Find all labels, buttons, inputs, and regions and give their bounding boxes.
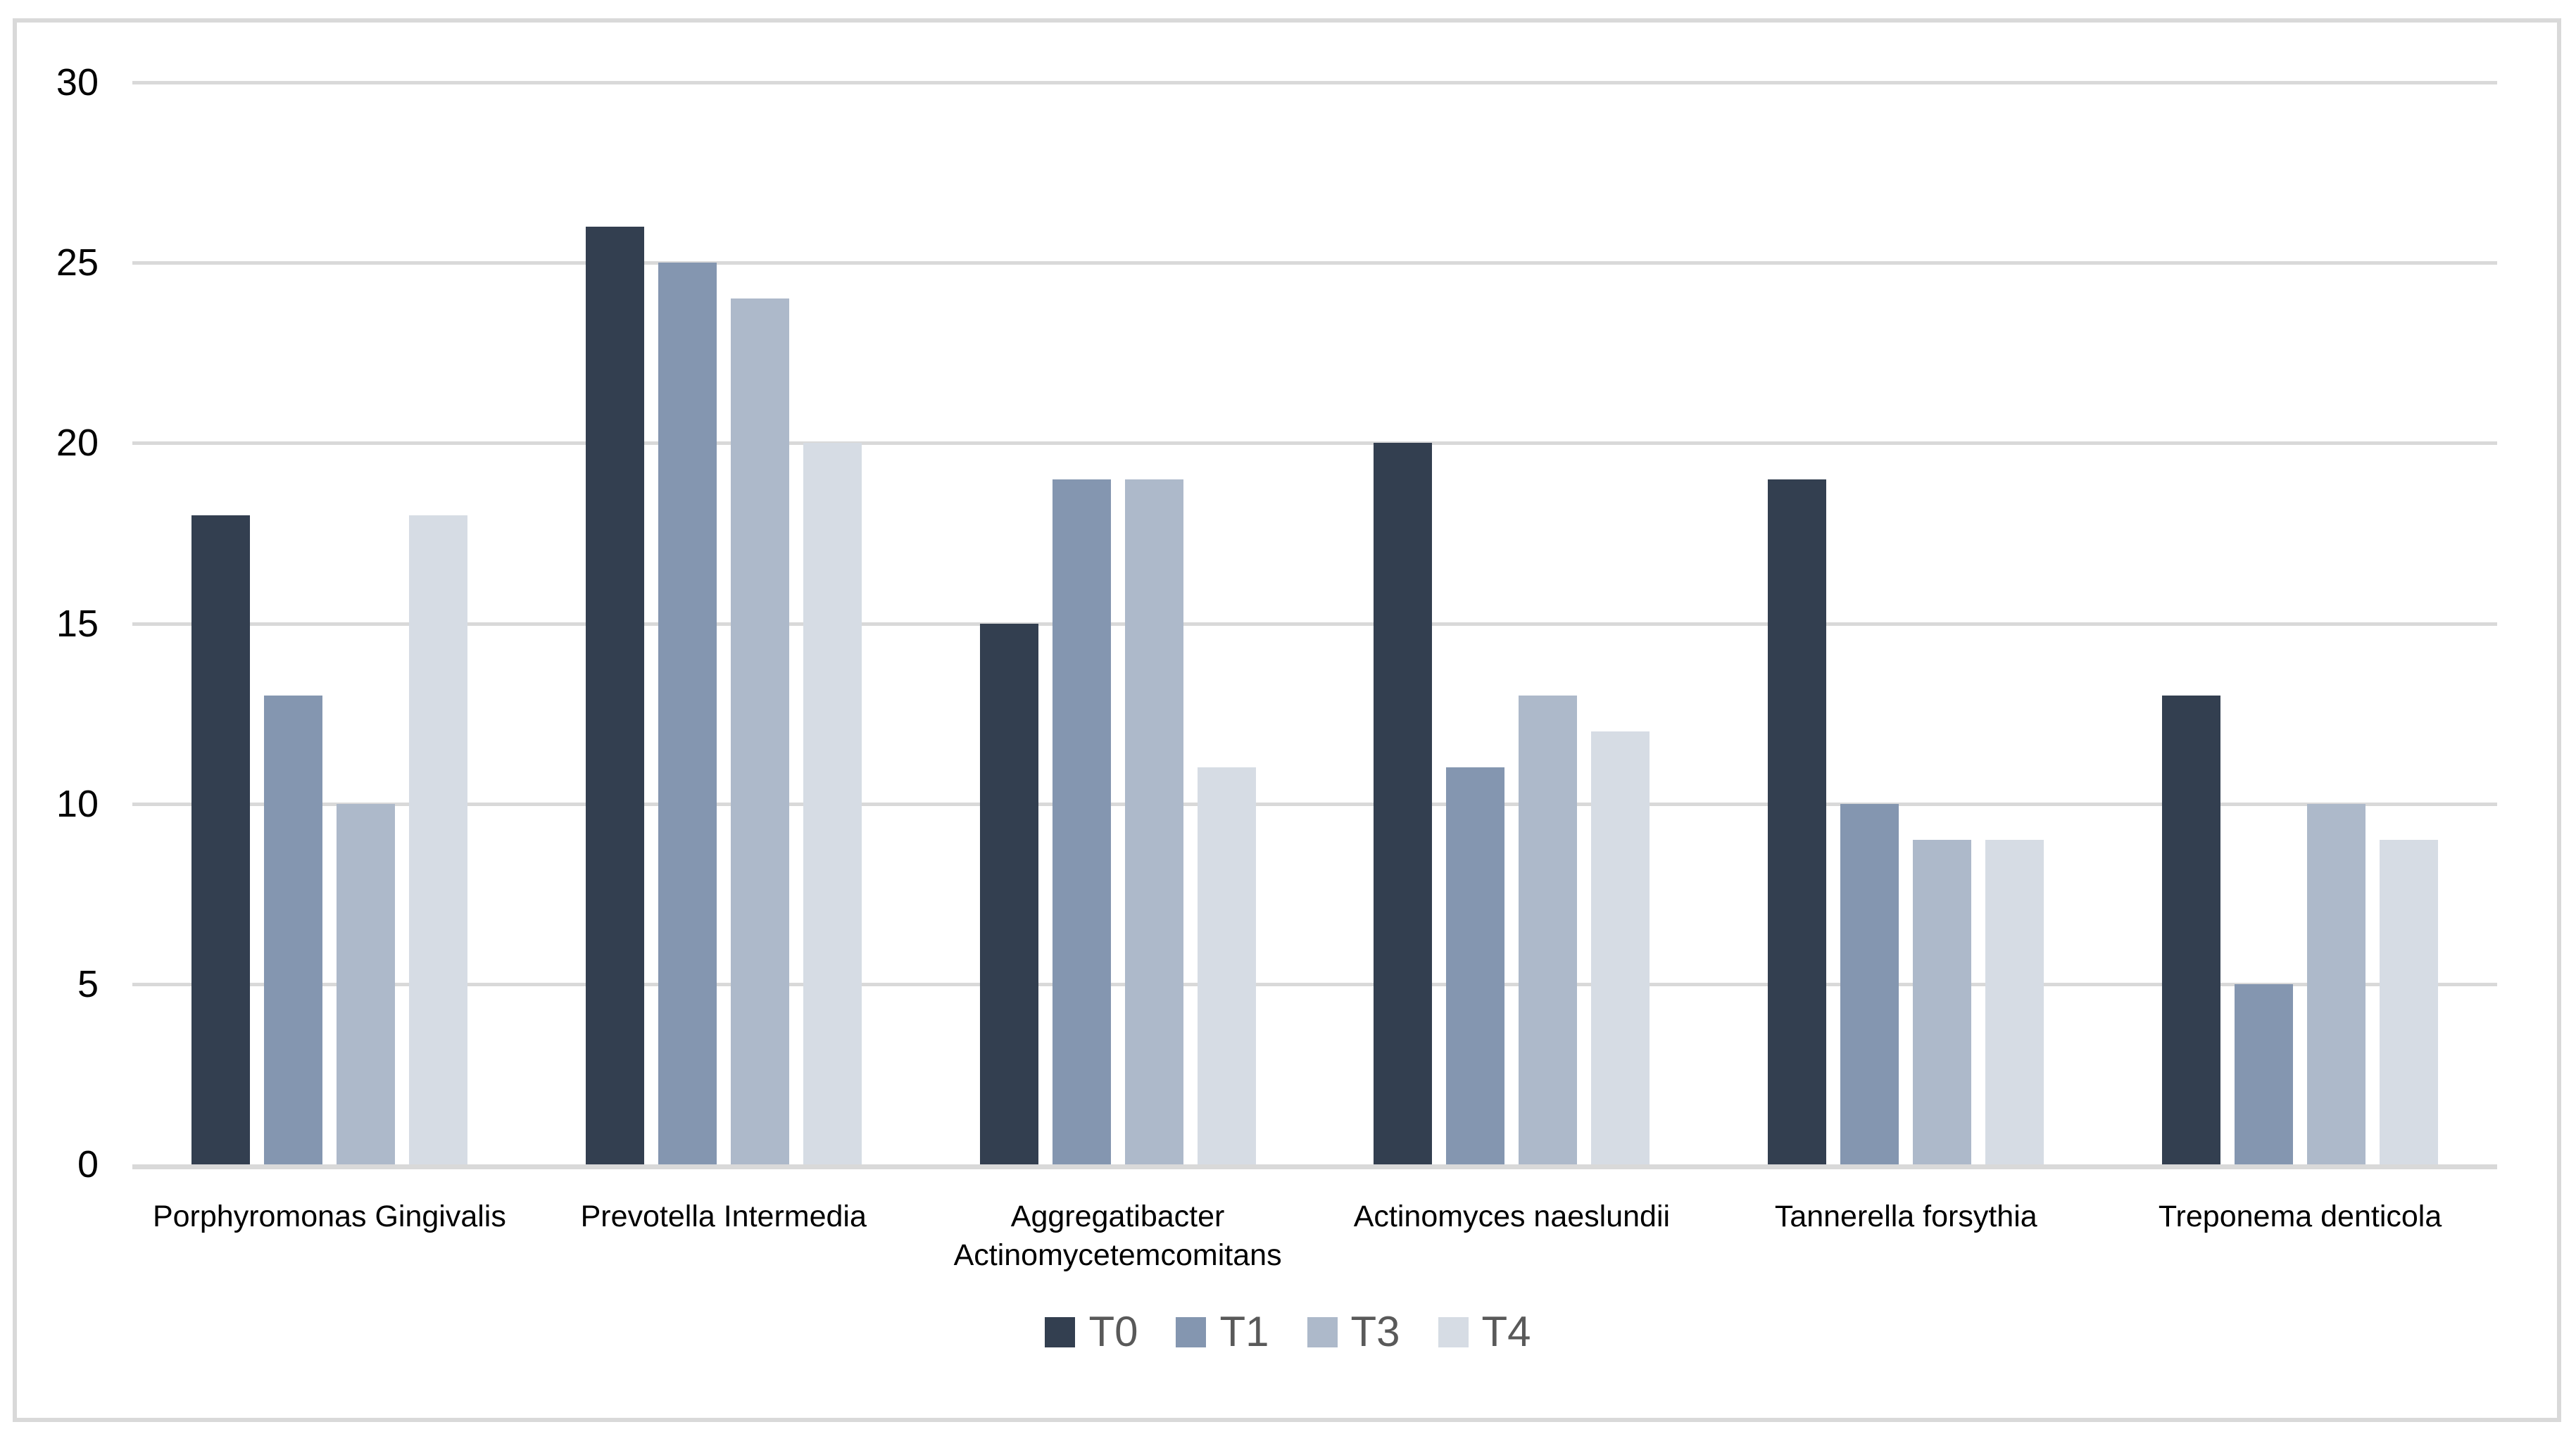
legend-label-t1: T1: [1219, 1308, 1269, 1355]
bar-t4-category-3: [1591, 731, 1650, 1164]
legend-label-t3: T3: [1350, 1308, 1400, 1355]
chart-frame: [13, 18, 2561, 1422]
y-tick-label-5: 5: [77, 962, 99, 1005]
bar-t3-category-3: [1519, 695, 1578, 1164]
gridline-20: [132, 441, 2497, 446]
category-label-2: Aggregatibacter Actinomycetemcomitans: [953, 1200, 1282, 1273]
legend-swatch-t3: [1307, 1316, 1338, 1347]
bar-t4-category-5: [2380, 839, 2439, 1164]
legend-label-t4: T4: [1481, 1308, 1531, 1355]
legend-swatch-t1: [1176, 1316, 1207, 1347]
bar-t4-category-4: [1985, 839, 2044, 1164]
legend: T0 T1 T3 T4: [0, 1311, 2576, 1353]
bar-t0-category-0: [191, 515, 250, 1164]
legend-swatch-t4: [1438, 1316, 1469, 1347]
x-axis-line: [132, 1164, 2497, 1169]
bar-t3-category-1: [730, 298, 789, 1164]
bar-t3-category-4: [1913, 839, 1972, 1164]
bar-t1-category-1: [658, 263, 717, 1164]
bar-t1-category-2: [1052, 479, 1111, 1164]
category-label-4: Tannerella forsythia: [1774, 1200, 2037, 1233]
legend-entry-t4: T4: [1438, 1311, 1531, 1353]
bar-group-5: [2103, 82, 2497, 1164]
category-label-0: Porphyromonas Gingivalis: [152, 1200, 506, 1233]
legend-entry-t3: T3: [1307, 1311, 1400, 1353]
bar-t0-category-5: [2162, 695, 2221, 1164]
y-tick-label-10: 10: [56, 782, 99, 825]
bar-t4-category-1: [803, 443, 862, 1164]
bar-group-3: [1315, 82, 1709, 1164]
bar-group-0: [132, 82, 527, 1164]
y-tick-label-0: 0: [77, 1143, 99, 1185]
bar-t0-category-1: [585, 226, 644, 1164]
legend-swatch-t0: [1045, 1316, 1076, 1347]
bar-t4-category-2: [1197, 767, 1256, 1164]
gridline-5: [132, 982, 2497, 986]
bar-group-1: [527, 82, 921, 1164]
bar-t3-category-0: [336, 803, 395, 1164]
bar-t1-category-0: [263, 695, 322, 1164]
bar-t1-category-4: [1840, 803, 1899, 1164]
bar-t3-category-2: [1124, 479, 1183, 1164]
y-tick-label-20: 20: [56, 422, 99, 465]
y-tick-label-30: 30: [56, 61, 99, 103]
gridline-15: [132, 622, 2497, 626]
bar-t0-category-2: [979, 623, 1038, 1164]
legend-label-t0: T0: [1088, 1308, 1138, 1355]
bar-t0-category-4: [1768, 479, 1827, 1164]
bar-t3-category-5: [2307, 803, 2366, 1164]
category-label-3: Actinomyces naeslundii: [1353, 1200, 1671, 1233]
bar-t4-category-0: [408, 515, 467, 1164]
bar-t1-category-5: [2235, 983, 2294, 1164]
gridline-30: [132, 81, 2497, 84]
category-label-5: Treponema denticola: [2158, 1200, 2442, 1233]
y-tick-label-15: 15: [56, 602, 99, 645]
bar-group-4: [1709, 82, 2103, 1164]
category-label-1: Prevotella Intermedia: [580, 1200, 867, 1233]
bar-t1-category-3: [1446, 767, 1505, 1164]
gridline-10: [132, 802, 2497, 806]
bar-t0-category-3: [1374, 443, 1433, 1164]
legend-entry-t1: T1: [1176, 1311, 1269, 1353]
legend-entry-t0: T0: [1045, 1311, 1138, 1353]
gridline-25: [132, 261, 2497, 265]
y-tick-label-25: 25: [56, 241, 99, 284]
bar-group-2: [921, 82, 1315, 1164]
